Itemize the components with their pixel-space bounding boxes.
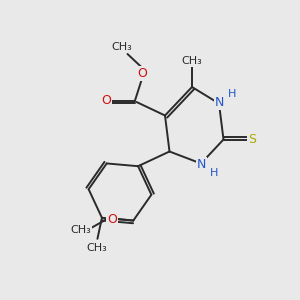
Text: CH₃: CH₃	[182, 56, 203, 67]
Text: N: N	[197, 158, 206, 171]
Text: H: H	[209, 167, 218, 178]
Text: O: O	[138, 67, 147, 80]
Text: O: O	[102, 94, 111, 107]
Text: CH₃: CH₃	[111, 42, 132, 52]
Text: CH₃: CH₃	[86, 243, 107, 253]
Text: O: O	[107, 212, 117, 226]
Text: CH₃: CH₃	[70, 225, 91, 236]
Text: S: S	[248, 133, 256, 146]
Text: N: N	[215, 96, 224, 109]
Text: H: H	[227, 89, 236, 99]
